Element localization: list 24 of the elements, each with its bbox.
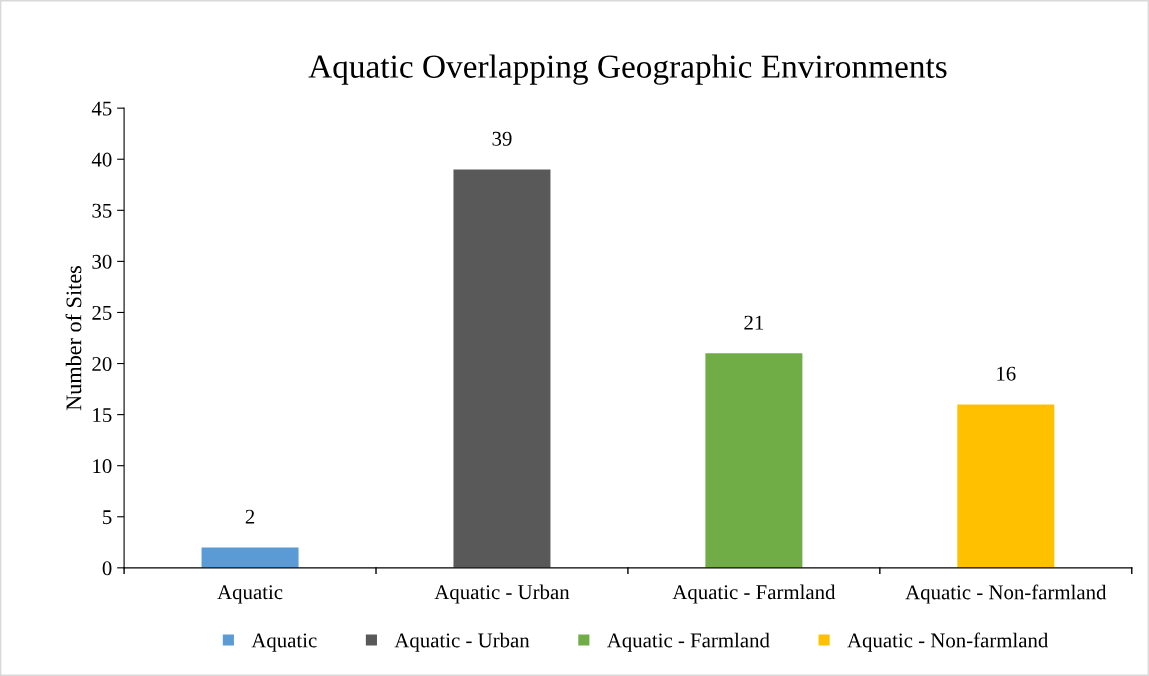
y-tick-label: 30 (92, 254, 112, 269)
y-tick-label: 15 (93, 408, 112, 423)
x-tick-label: Aquatic (217, 585, 283, 604)
legend-label: Aquatic (251, 633, 317, 652)
y-tick-label: 25 (92, 305, 112, 320)
y-tick-label: 5 (103, 510, 112, 525)
legend-label: Aquatic - Farmland (606, 632, 770, 652)
data-label: 39 (492, 131, 512, 146)
chart-title: Aquatic Overlapping Geographic Environments (308, 54, 947, 85)
y-tick-label: 45 (91, 101, 112, 116)
x-tick-label: Aquatic - Farmland (672, 584, 836, 604)
legend-label: Aquatic - Urban (394, 632, 530, 652)
legend-label: Aquatic - Non-farmland (847, 632, 1049, 652)
x-tick-label: Aquatic - Non-farmland (905, 584, 1107, 604)
data-label: 16 (997, 366, 1016, 381)
y-tick-label: 20 (92, 356, 112, 371)
data-label: 21 (744, 315, 764, 330)
y-tick-label: 10 (93, 459, 112, 474)
y-tick-label: 35 (92, 203, 112, 218)
y-tick-label: 0 (102, 561, 112, 576)
y-tick-label: 40 (91, 152, 112, 167)
x-tick-label: Aquatic - Urban (434, 584, 570, 604)
y-axis-title: Number of Sites (65, 265, 82, 411)
data-label: 2 (245, 509, 255, 524)
